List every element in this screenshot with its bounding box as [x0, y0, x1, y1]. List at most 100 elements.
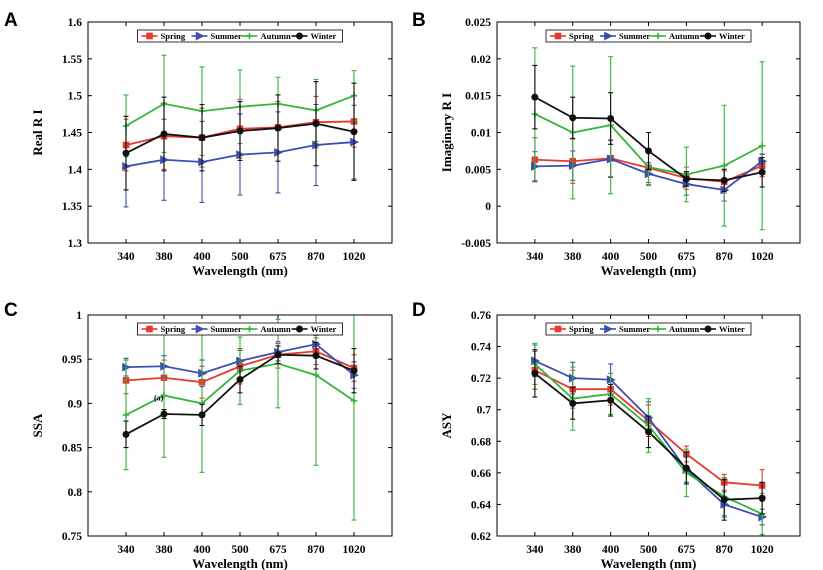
x-tick-label: 675	[678, 544, 696, 556]
legend-entry-summer: Summer	[211, 324, 242, 334]
legend-marker	[654, 32, 662, 40]
legend: Spring Summer Autumn Winter	[545, 322, 752, 336]
legend-entry-spring: Spring	[569, 31, 594, 41]
y-axis-label: Imaginary R I	[439, 93, 454, 172]
x-tick-label: 400	[193, 544, 211, 556]
x-tick-label: 340	[117, 251, 135, 263]
y-tick-label: 0.7	[477, 405, 492, 417]
panel-a: A 1.3 1.35 1.4 1.45 1.5 1.55 1.6 340 380 400 500 675…	[4, 10, 393, 278]
legend-marker	[195, 31, 205, 41]
y-axis-label: Real R I	[30, 109, 45, 155]
x-tick-label: 400	[193, 251, 211, 263]
x-tick-label: 1020	[751, 251, 774, 263]
data-point	[682, 175, 690, 183]
y-tick-label: 0	[485, 201, 491, 213]
data-point	[122, 149, 130, 157]
x-tick-label: 1020	[343, 544, 366, 556]
data-point	[721, 162, 728, 169]
legend-marker	[246, 325, 253, 333]
y-tick-label: 0.015	[465, 91, 491, 103]
x-tick-label: 400	[602, 251, 620, 263]
y-axis-label: SSA	[30, 413, 45, 437]
legend-marker	[296, 32, 303, 40]
plot-area	[122, 54, 360, 208]
y-tick-label: 0.72	[471, 373, 491, 385]
x-tick-label: 1020	[751, 544, 774, 556]
y-tick-label: -0.005	[461, 238, 491, 250]
data-point	[198, 134, 206, 142]
data-point	[645, 147, 652, 155]
plot-frame	[87, 21, 393, 244]
legend-marker	[554, 325, 562, 333]
legend-marker	[604, 324, 614, 334]
data-point	[531, 93, 539, 101]
x-axis-label: Wavelength (nm)	[192, 263, 288, 278]
x-tick-label: 870	[716, 544, 734, 556]
legend-entry-spring: Spring	[161, 31, 186, 41]
y-tick-label: 0.68	[471, 436, 491, 448]
plot-area	[122, 315, 360, 521]
legend-entry-spring: Spring	[161, 324, 186, 334]
y-tick-label: 0.02	[471, 54, 491, 66]
y-axis-label: ASY	[439, 412, 454, 439]
y-tick-label: 0.005	[465, 164, 491, 176]
data-point	[645, 428, 652, 436]
plot-area	[531, 342, 768, 535]
x-tick-label: 380	[155, 544, 173, 556]
legend: Spring Summer Autumn Winter	[545, 29, 752, 43]
x-tick-label: 870	[307, 251, 325, 263]
legend-marker	[195, 324, 205, 334]
y-tick-label: 1	[76, 310, 82, 322]
legend-entry-autumn: Autumn	[669, 324, 700, 334]
y-tick-label: 0.75	[62, 531, 82, 543]
y-tick-label: 0.66	[471, 468, 491, 480]
data-point	[350, 128, 358, 136]
data-point	[274, 351, 282, 359]
panel-c: C 0.75 0.8 0.85 0.9 0.95 1 340 380 400 500 675 870 10…	[4, 300, 393, 570]
data-point	[758, 168, 766, 176]
panel-label: B	[412, 10, 426, 31]
panel-d: D 0.62 0.64 0.66 0.68 0.7 0.72 0.74 0.76 340 380 40…	[412, 300, 801, 570]
legend-marker	[246, 32, 253, 40]
x-tick-label: 675	[678, 251, 696, 263]
x-axis-label: Wavelength (nm)	[192, 556, 288, 570]
data-point	[274, 124, 282, 132]
y-tick-label: 0.64	[471, 499, 491, 511]
x-tick-label: 870	[307, 544, 325, 556]
data-point	[236, 376, 244, 384]
data-point	[160, 392, 168, 399]
legend-marker	[146, 32, 153, 40]
data-point	[160, 410, 168, 418]
data-point	[198, 411, 206, 419]
x-tick-label: 380	[564, 544, 582, 556]
y-tick-label: 0.95	[62, 354, 82, 366]
legend-entry-winter: Winter	[719, 31, 745, 41]
x-tick-label: 380	[564, 251, 582, 263]
legend-entry-autumn: Autumn	[261, 31, 292, 41]
x-tick-label: 675	[269, 251, 287, 263]
legend-entry-summer: Summer	[619, 31, 650, 41]
x-axis-label: Wavelength (nm)	[601, 556, 697, 570]
y-tick-label: 0.025	[465, 17, 491, 29]
series-winter	[122, 81, 358, 191]
legend-entry-winter: Winter	[311, 324, 337, 334]
legend: Spring Summer Autumn Winter	[137, 322, 343, 336]
y-tick-label: 1.45	[62, 128, 82, 140]
x-axis-label: Wavelength (nm)	[601, 263, 697, 278]
plot-area	[531, 47, 768, 231]
data-point	[312, 120, 320, 128]
y-tick-label: 0.9	[68, 398, 83, 410]
series-winter	[531, 64, 766, 192]
x-tick-label: 340	[526, 251, 544, 263]
data-point	[122, 411, 130, 419]
legend-entry-winter: Winter	[311, 31, 337, 41]
y-tick-label: 0.8	[68, 487, 83, 499]
legend-box	[137, 322, 343, 336]
y-tick-label: 1.55	[62, 54, 82, 66]
panel-label: C	[4, 300, 18, 321]
x-tick-label: 500	[640, 544, 658, 556]
data-point	[350, 397, 358, 404]
legend-entry-spring: Spring	[569, 324, 594, 334]
x-tick-label: 675	[269, 544, 287, 556]
